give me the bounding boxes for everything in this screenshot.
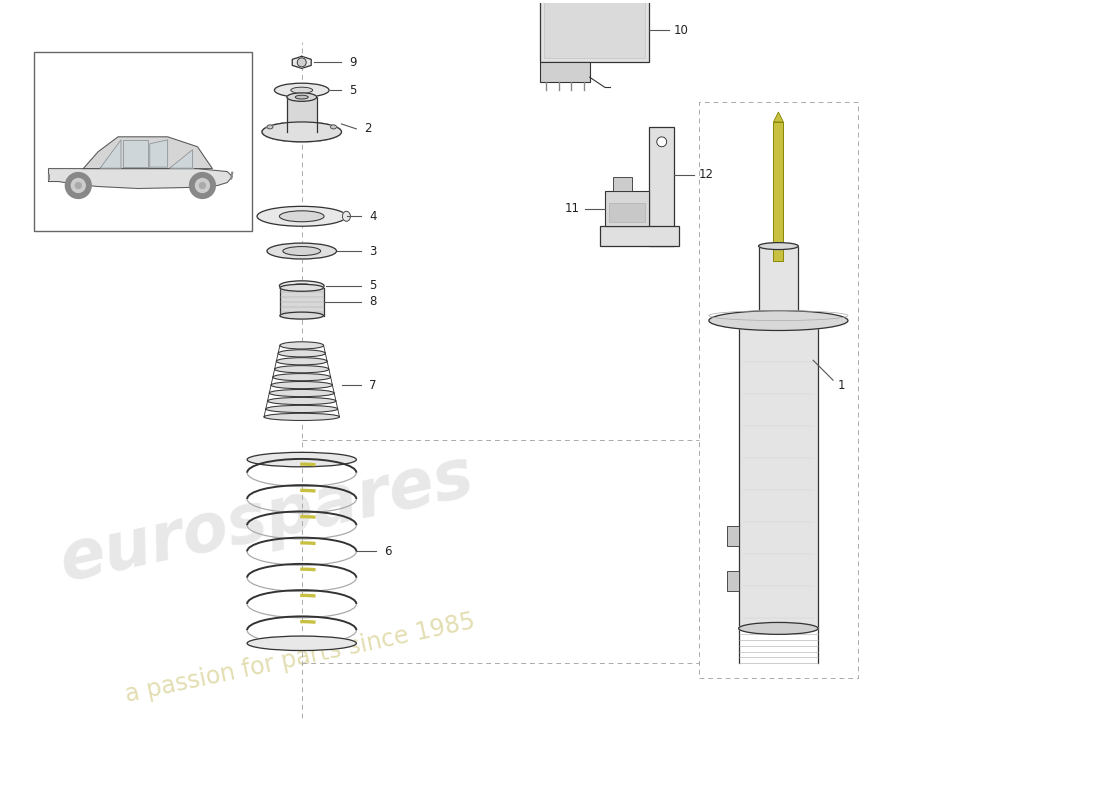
Bar — [613, 177, 632, 191]
Text: 4: 4 — [370, 210, 377, 222]
Ellipse shape — [279, 284, 323, 291]
Bar — [540, 62, 590, 82]
Ellipse shape — [264, 414, 340, 421]
Ellipse shape — [266, 406, 338, 413]
Ellipse shape — [293, 283, 310, 288]
Ellipse shape — [257, 206, 346, 226]
Bar — [727, 571, 739, 590]
Ellipse shape — [276, 358, 327, 365]
Circle shape — [72, 178, 86, 193]
Ellipse shape — [290, 87, 312, 93]
Bar — [649, 127, 674, 246]
Polygon shape — [293, 56, 311, 68]
Text: 3: 3 — [370, 245, 376, 258]
Bar — [759, 246, 799, 321]
Bar — [600, 226, 679, 246]
Circle shape — [199, 182, 206, 189]
Text: 8: 8 — [370, 295, 376, 308]
Text: 10: 10 — [674, 23, 689, 37]
Circle shape — [189, 173, 216, 198]
Ellipse shape — [278, 350, 326, 357]
Circle shape — [196, 178, 209, 193]
Circle shape — [297, 58, 306, 67]
Ellipse shape — [283, 246, 320, 255]
Ellipse shape — [287, 93, 317, 102]
Bar — [34, 53, 252, 231]
Polygon shape — [100, 140, 121, 168]
Ellipse shape — [275, 366, 329, 373]
Ellipse shape — [248, 452, 356, 467]
Bar — [773, 122, 783, 261]
Text: 12: 12 — [698, 168, 714, 181]
Ellipse shape — [708, 310, 848, 330]
Ellipse shape — [248, 636, 356, 650]
Text: 9: 9 — [350, 56, 356, 69]
Ellipse shape — [759, 242, 799, 250]
Polygon shape — [287, 97, 317, 132]
Ellipse shape — [279, 281, 324, 290]
Ellipse shape — [267, 125, 273, 129]
Ellipse shape — [295, 95, 308, 99]
Bar — [608, 203, 646, 222]
Bar — [605, 191, 649, 226]
Text: 5: 5 — [370, 279, 376, 292]
Text: 1: 1 — [838, 378, 846, 392]
Text: 7: 7 — [370, 378, 377, 392]
Ellipse shape — [262, 122, 341, 142]
Ellipse shape — [739, 622, 818, 634]
Ellipse shape — [279, 342, 323, 349]
Ellipse shape — [273, 374, 331, 381]
Ellipse shape — [267, 398, 336, 405]
Ellipse shape — [279, 312, 323, 319]
Text: 6: 6 — [384, 545, 392, 558]
Ellipse shape — [279, 211, 324, 222]
Circle shape — [65, 173, 91, 198]
Bar — [540, 0, 649, 62]
Ellipse shape — [271, 382, 332, 389]
Polygon shape — [773, 112, 783, 122]
Text: eurospares: eurospares — [54, 443, 480, 595]
Ellipse shape — [262, 122, 341, 142]
Circle shape — [657, 137, 667, 146]
Bar — [544, 2, 646, 58]
Ellipse shape — [270, 390, 334, 397]
Polygon shape — [169, 150, 192, 168]
Polygon shape — [48, 169, 232, 189]
Circle shape — [75, 182, 81, 189]
Polygon shape — [279, 288, 323, 315]
Polygon shape — [150, 140, 167, 167]
Text: 11: 11 — [564, 202, 580, 215]
Ellipse shape — [267, 243, 337, 259]
Text: 5: 5 — [350, 84, 356, 97]
Text: a passion for parts since 1985: a passion for parts since 1985 — [123, 610, 477, 707]
Bar — [727, 526, 739, 546]
Ellipse shape — [274, 83, 329, 97]
Bar — [739, 321, 818, 629]
Text: 2: 2 — [364, 122, 372, 135]
Ellipse shape — [342, 211, 351, 222]
Polygon shape — [84, 137, 212, 169]
Ellipse shape — [330, 125, 337, 129]
Polygon shape — [123, 140, 147, 167]
